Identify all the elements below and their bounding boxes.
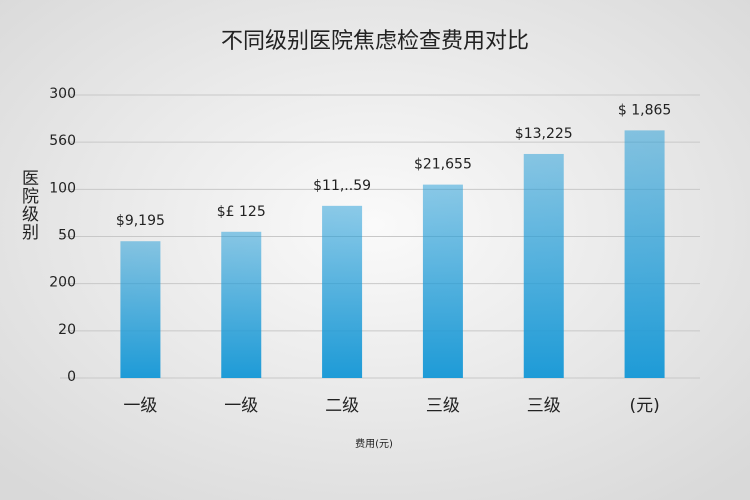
x-tick-label: 一级 — [123, 396, 157, 416]
bar-annotation: $£ 125 — [217, 204, 266, 220]
x-tick-label: (元) — [629, 396, 659, 416]
x-tick-label: 一级 — [224, 396, 258, 416]
y-tick-label: 50 — [58, 228, 76, 244]
bar — [322, 205, 363, 378]
y-tick-label: 20 — [58, 322, 76, 338]
chart-title: 不同级别医院焦虑检查费用对比 — [221, 29, 529, 54]
y-axis-label: 医院级别 — [18, 169, 39, 241]
y-tick-label: 0 — [67, 369, 76, 385]
bar — [221, 231, 262, 378]
bar-annotation: $13,225 — [515, 126, 573, 142]
bar — [422, 184, 463, 378]
x-axis-label: 费用(元) — [355, 437, 393, 450]
bar-annotation: $ 1,865 — [618, 102, 671, 118]
y-tick-label: 300 — [49, 86, 76, 102]
bar-annotation: $21,655 — [414, 157, 472, 173]
x-tick-label: 二级 — [325, 396, 359, 416]
y-tick-label: 200 — [49, 275, 76, 291]
y-tick-label: 560 — [49, 133, 76, 149]
bar — [120, 241, 161, 378]
bar-annotation: $9,195 — [116, 213, 165, 229]
x-tick-label: 三级 — [426, 396, 460, 416]
bar — [523, 153, 564, 378]
y-tick-label: 100 — [49, 180, 76, 196]
bar — [624, 130, 665, 378]
bar-annotation: $11,..59 — [313, 178, 371, 194]
y-axis-label-text: 医院级别 — [18, 169, 39, 241]
x-tick-label: 三级 — [527, 396, 561, 416]
